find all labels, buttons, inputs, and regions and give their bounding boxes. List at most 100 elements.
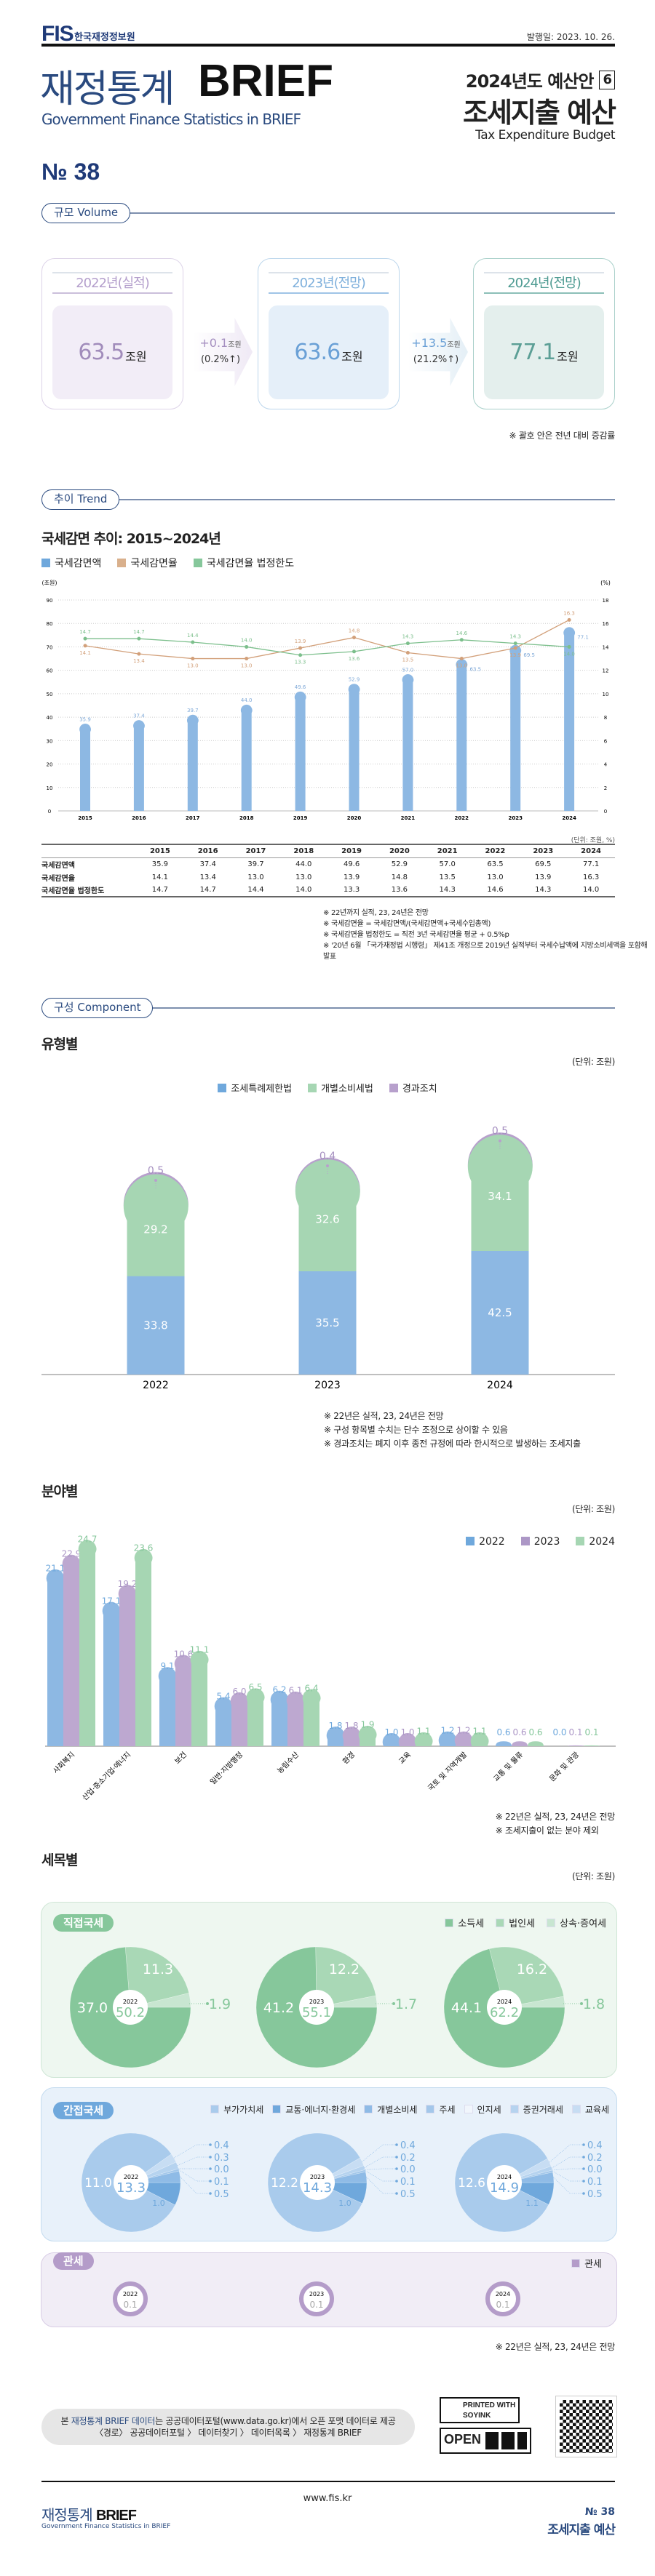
y-right-tick: 12 <box>603 668 609 674</box>
bar-2023-농림수산 <box>286 1691 305 1746</box>
pie-center <box>487 1990 522 2025</box>
leader-dot <box>395 2192 398 2195</box>
segment-label: 0.5 <box>148 1165 164 1177</box>
tax-title: 세목별 <box>41 1852 78 1868</box>
leader-line <box>552 2171 583 2182</box>
bar-value-label: 11.1 <box>190 1645 210 1655</box>
bar-value-label: 39.7 <box>187 708 199 713</box>
x-tick: 문화 및 관광 <box>548 1751 581 1784</box>
legend-label: 관세 <box>584 2259 602 2270</box>
series-label: 2024년도 예산안 6 <box>466 67 615 92</box>
section-line <box>109 1007 615 1009</box>
table-cell: 57.0 <box>439 860 456 868</box>
card-value: 63.5 <box>78 340 124 365</box>
legend-swatch <box>520 1537 530 1545</box>
legend-item: 교육세 <box>571 2103 609 2116</box>
line-point <box>83 644 87 648</box>
x-tick: 2018 <box>239 815 254 821</box>
segment-label: 33.8 <box>143 1319 167 1332</box>
slice-label: 16.2 <box>517 1961 547 1977</box>
bar-value-label: 5.4 <box>216 1692 230 1702</box>
bar-value-label: 0.1 <box>584 1727 598 1737</box>
x-tick: 보건 <box>173 1751 189 1767</box>
field-notes: ※ 22년은 실적, 23, 24년은 전망 ※ 조세지출이 없는 분야 제외 <box>495 1810 616 1838</box>
y-left-tick: 90 <box>47 598 53 604</box>
notice-text: 는 공공데이터포털(www.data.go.kr)에서 오픈 포맷 데이터로 제… <box>155 2416 396 2426</box>
type-legend: 조세특례제한법 개별소비세법 경과조치 <box>0 1081 655 1095</box>
logo-text: FIS <box>41 22 74 46</box>
bar-value-label: 1.0 <box>400 1727 414 1737</box>
brand-title-kr: 재정통계 <box>40 68 175 111</box>
direct-tax-legend: 소득세 법인세 상속·증여세 <box>445 1916 606 1929</box>
footer-brand: 재정통계 BRIEF <box>41 2503 137 2524</box>
x-tick: 교통 및 물류 <box>492 1751 525 1784</box>
segment-조세특례제한법 <box>471 1251 529 1375</box>
note-line: ※ 조세지출이 없는 분야 제외 <box>495 1825 599 1836</box>
x-tick: 2024 <box>562 815 576 821</box>
table-cell: 13.0 <box>487 873 504 881</box>
qr-code[interactable] <box>555 2396 617 2457</box>
bar-2022-일반·지방행정 <box>214 1697 233 1746</box>
section-line <box>109 212 615 214</box>
legend-item: 개별소비세법 <box>308 1081 373 1095</box>
legend-label: 2024 <box>589 1536 615 1548</box>
line-value-label: 14.7 <box>133 629 145 635</box>
legend-label: 법인세 <box>509 1919 536 1929</box>
table-unit: (단위: 조원, %) <box>571 837 615 844</box>
line-value-label: 14.8 <box>349 628 360 634</box>
slice-label: 1.7 <box>395 1996 417 2012</box>
table-header-row: 2015 2016 2017 2018 2019 2020 2021 2022 2023 2024 <box>41 844 615 858</box>
y-left-tick: 0 <box>48 809 51 815</box>
slice-label: 12.2 <box>329 1961 360 1977</box>
legend-item: 국세감면율 <box>117 556 178 570</box>
x-tick: 2016 <box>132 815 146 821</box>
qr-pattern <box>560 2400 613 2453</box>
bar-2022 <box>456 659 468 811</box>
line-value-label: 14.3 <box>402 634 414 640</box>
table-corner <box>41 844 136 858</box>
y-right-tick: 2 <box>604 785 607 791</box>
card-value: 63.6 <box>294 340 341 365</box>
bar-2022-환경 <box>326 1727 345 1746</box>
indirect-tax-pies: 202213.311.01.00.40.30.00.10.5202314.312… <box>81 2132 603 2233</box>
legend-label: 개별소비세법 <box>321 1084 373 1095</box>
line-point <box>405 651 410 655</box>
legend-swatch <box>496 1919 505 1927</box>
note-line: ※ 22년은 실적, 23, 24년은 전망 <box>324 1411 444 1421</box>
pie-year: 2022 <box>124 2174 138 2180</box>
slice-label: 11.3 <box>143 1961 173 1977</box>
pie-year: 2024 <box>497 1999 512 2005</box>
y-right-unit: (%) <box>600 580 611 586</box>
bar-2023 <box>509 644 522 811</box>
line-value-label: 14.4 <box>187 633 199 639</box>
legend-label: 국세감면율 <box>130 558 178 569</box>
trend-table: 2015 2016 2017 2018 2019 2020 2021 2022 2023 2024… <box>41 844 615 897</box>
table-cell: 13.6 <box>391 886 408 894</box>
legend-label: 개별소비세 <box>377 2105 418 2115</box>
bar-2024-환경 <box>358 1725 377 1746</box>
y-right-tick: 18 <box>603 598 609 604</box>
table-header-year: 2018 <box>279 844 328 858</box>
legend-swatch <box>193 559 202 567</box>
legend-swatch <box>210 2105 220 2113</box>
legend-label: 상속·증여세 <box>560 1919 606 1929</box>
volume-note: ※ 괄호 안은 전년 대비 증감률 <box>509 431 616 441</box>
bar-value-label: 21.1 <box>46 1564 66 1574</box>
legend-item: 국세감면액 <box>41 556 101 570</box>
customs-rings: 2022 0.1 2023 0.1 2024 0.1 <box>113 2281 520 2316</box>
table-cell: 14.7 <box>151 886 169 894</box>
bar-2022-사회복지 <box>46 1569 65 1746</box>
slice-label: 0.0 <box>214 2164 229 2175</box>
legend-swatch <box>445 1919 454 1927</box>
legend-swatch <box>547 1919 556 1927</box>
x-tick: 환경 <box>341 1750 357 1766</box>
table-cell: 14.3 <box>439 886 456 894</box>
table-cell: 13.4 <box>199 873 216 881</box>
y-left-tick: 20 <box>47 762 53 768</box>
site-url[interactable]: www.fis.kr <box>303 2493 352 2504</box>
line-value-label: 14.6 <box>456 631 468 636</box>
bar-2024-교통 및 물류 <box>528 1741 544 1746</box>
bar-2022-국토 및 지역개발 <box>438 1731 457 1746</box>
slice-label: 0.3 <box>214 2153 229 2164</box>
